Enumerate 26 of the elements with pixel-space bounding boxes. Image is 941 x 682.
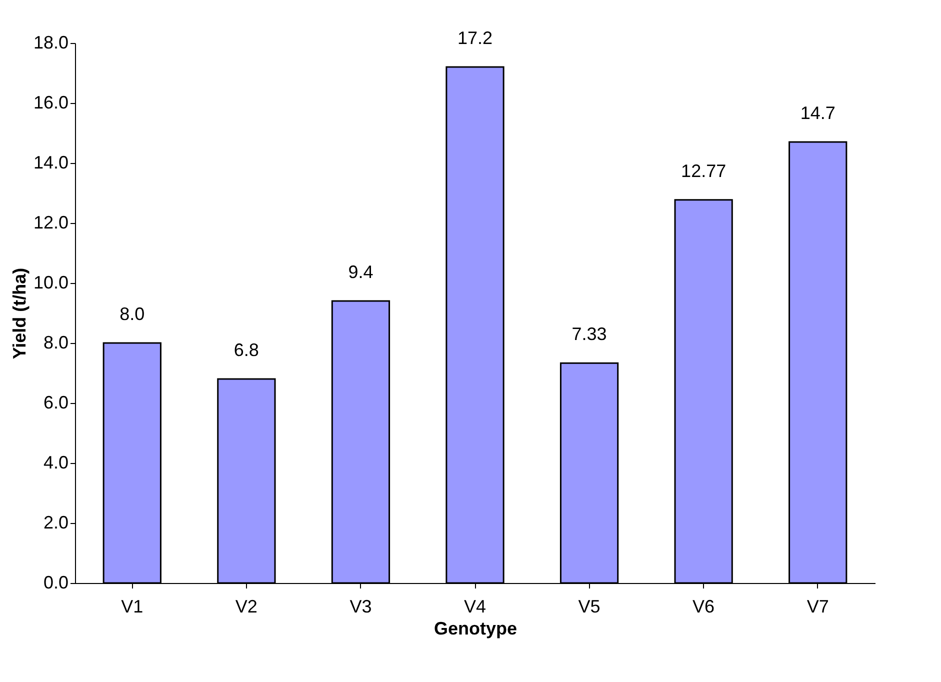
data-label: 6.8 [234, 340, 259, 360]
x-tick-label: V6 [692, 596, 715, 616]
y-axis-title: Yield (t/ha) [9, 268, 30, 360]
y-tick-label: 2.0 [43, 512, 68, 532]
x-tick-label: V3 [350, 596, 372, 616]
x-tick-label: V7 [806, 596, 829, 616]
data-label: 7.33 [572, 324, 607, 344]
data-label: 12.77 [681, 160, 726, 181]
data-label: 9.4 [348, 262, 374, 282]
y-tick-label: 8.0 [43, 332, 68, 352]
x-tick-label: V1 [121, 596, 144, 616]
x-tick-label: V2 [235, 596, 258, 616]
y-tick-label: 18.0 [33, 32, 68, 52]
y-tick-label: 16.0 [33, 92, 68, 112]
y-tick-label: 14.0 [33, 152, 68, 172]
y-tick-label: 4.0 [43, 452, 68, 472]
data-label: 8.0 [120, 304, 145, 324]
x-axis-title: Genotype [434, 618, 518, 638]
data-label: 17.2 [457, 28, 493, 48]
y-tick-label: 6.0 [43, 392, 68, 412]
data-label: 14.7 [800, 103, 836, 123]
y-tick-label: 12.0 [33, 212, 68, 232]
y-tick-label: 10.0 [33, 272, 68, 292]
x-tick-label: V5 [578, 596, 600, 616]
y-tick-label: 0.0 [43, 572, 68, 592]
x-tick-label: V4 [464, 596, 486, 616]
